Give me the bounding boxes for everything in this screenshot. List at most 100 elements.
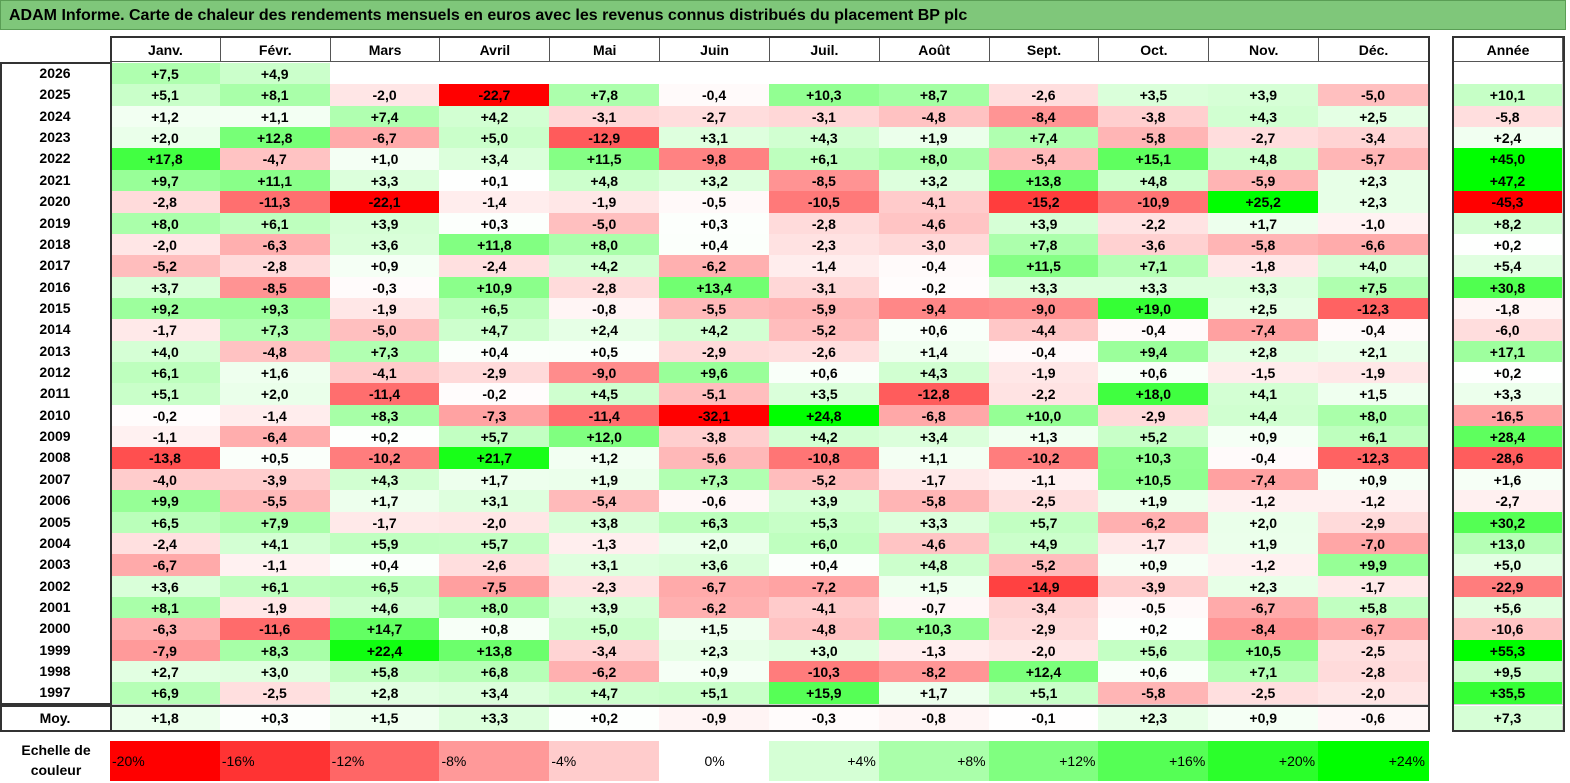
heatmap-cell: +0,9 xyxy=(659,661,770,684)
heatmap-cell: +7,5 xyxy=(110,63,221,86)
heatmap-cell: +4,1 xyxy=(1208,383,1320,406)
heatmap-cell: -1,1 xyxy=(219,554,331,577)
annual-cell: -16,5 xyxy=(1453,404,1563,428)
average-cell: +1,5 xyxy=(329,706,441,731)
annual-cell: -2,7 xyxy=(1453,490,1563,513)
heatmap-cell: +10,3 xyxy=(1098,447,1210,470)
heatmap-cell: -0,3 xyxy=(329,276,441,299)
heatmap-cell: -1,9 xyxy=(1318,362,1429,385)
heatmap-cell: -2,8 xyxy=(768,212,880,235)
heatmap-cell xyxy=(1208,63,1320,86)
heatmap-cell: +0,4 xyxy=(329,554,441,577)
heatmap-cell: +5,8 xyxy=(329,661,441,684)
heatmap-cell: -10,5 xyxy=(768,191,880,214)
heatmap-cell: -4,8 xyxy=(219,340,331,364)
heatmap-cell: -6,7 xyxy=(329,127,441,150)
heatmap-cell: -5,2 xyxy=(988,554,1100,577)
heatmap-cell: +1,5 xyxy=(1318,383,1429,406)
heatmap-cell: -0,5 xyxy=(1098,597,1210,620)
annual-cell: +1,6 xyxy=(1453,468,1563,492)
heatmap-cell: +0,6 xyxy=(1098,661,1210,684)
heatmap-cell: +6,3 xyxy=(659,511,770,534)
heatmap-cell: -5,8 xyxy=(1098,127,1210,150)
heatmap-cell: +17,8 xyxy=(110,148,221,171)
average-cell: +2,3 xyxy=(1098,706,1210,731)
heatmap-cell: +6,1 xyxy=(219,212,331,235)
heatmap-cell: +21,7 xyxy=(439,447,551,470)
annual-cell: -10,6 xyxy=(1453,618,1563,641)
heatmap-cell: +8,1 xyxy=(219,84,331,107)
heatmap-cell: +4,3 xyxy=(878,362,990,385)
heatmap-cell: +3,3 xyxy=(878,511,990,534)
heatmap-cell: -8,5 xyxy=(768,169,880,193)
annual-cell: -45,3 xyxy=(1453,191,1563,214)
heatmap-cell: +6,5 xyxy=(329,575,441,598)
heatmap-cell: +7,3 xyxy=(329,340,441,364)
month-header: Août xyxy=(878,36,990,62)
average-annual-cell: +7,3 xyxy=(1453,706,1563,731)
heatmap-cell: -10,8 xyxy=(768,447,880,470)
heatmap-cell: -2,2 xyxy=(988,383,1100,406)
heatmap-cell: +8,0 xyxy=(549,233,661,257)
heatmap-cell: +4,2 xyxy=(549,255,661,278)
month-header: Mars xyxy=(329,36,441,62)
month-header: Mai xyxy=(549,36,661,62)
heatmap-cell: +3,3 xyxy=(329,169,441,193)
heatmap-cell: -9,8 xyxy=(659,148,770,171)
heatmap-cell: -1,4 xyxy=(439,191,551,214)
color-scale-stop: +16% xyxy=(1098,741,1210,781)
annual-cell: +45,0 xyxy=(1453,148,1563,171)
heatmap-cell: -8,5 xyxy=(219,276,331,299)
year-label: 2014 xyxy=(0,319,110,341)
average-cell: -0,6 xyxy=(1318,706,1429,731)
heatmap-cell: -22,7 xyxy=(439,84,551,107)
heatmap-cell: -11,4 xyxy=(549,404,661,428)
heatmap-cell: +6,1 xyxy=(219,575,331,598)
heatmap-cell: +0,3 xyxy=(439,212,551,235)
heatmap-cell: -1,7 xyxy=(878,468,990,492)
heatmap-cell: +4,8 xyxy=(1098,169,1210,193)
annual-cell: +5,0 xyxy=(1453,554,1563,577)
year-label: 2021 xyxy=(0,169,110,192)
average-cell: +0,9 xyxy=(1208,706,1320,731)
heatmap-cell: -7,0 xyxy=(1318,532,1429,556)
annual-cell: +0,2 xyxy=(1453,233,1563,257)
heatmap-cell: -5,2 xyxy=(768,468,880,492)
year-label: 1999 xyxy=(0,639,110,662)
heatmap-cell: +4,3 xyxy=(1208,105,1320,129)
heatmap-cell: +8,0 xyxy=(439,597,551,620)
heatmap-cell: +0,4 xyxy=(439,340,551,364)
average-cell: -0,1 xyxy=(988,706,1100,731)
heatmap-cell: +3,9 xyxy=(988,212,1100,235)
heatmap-cell: -3,1 xyxy=(768,105,880,129)
heatmap-cell: +1,5 xyxy=(659,618,770,641)
heatmap-cell: +2,8 xyxy=(1208,340,1320,364)
heatmap-cell: +8,0 xyxy=(878,148,990,171)
heatmap-cell: +2,0 xyxy=(110,127,221,150)
heatmap-cell: -3,1 xyxy=(549,105,661,129)
heatmap-cell: -11,4 xyxy=(329,383,441,406)
heatmap-cell: -10,9 xyxy=(1098,191,1210,214)
heatmap-cell: -1,2 xyxy=(1208,490,1320,513)
heatmap-cell: +9,9 xyxy=(1318,554,1429,577)
year-label: 2020 xyxy=(0,191,110,213)
heatmap-cell: +0,1 xyxy=(439,169,551,193)
heatmap-cell: +11,8 xyxy=(439,233,551,257)
heatmap-cell: +3,6 xyxy=(659,554,770,577)
color-scale-stop: +4% xyxy=(768,741,880,781)
annual-cell: +30,8 xyxy=(1453,276,1563,299)
heatmap-cell: -3,6 xyxy=(1098,233,1210,257)
heatmap-cell: -1,7 xyxy=(110,319,221,342)
heatmap-cell: +6,9 xyxy=(110,682,221,705)
month-header: Janv. xyxy=(110,36,221,62)
color-scale-stop: 0% xyxy=(659,741,770,781)
heatmap-cell: -2,6 xyxy=(439,554,551,577)
heatmap-cell: -3,8 xyxy=(1098,105,1210,129)
annual-cell: +13,0 xyxy=(1453,532,1563,556)
heatmap-cell: -1,7 xyxy=(1318,575,1429,598)
heatmap-cell: +3,1 xyxy=(549,554,661,577)
heatmap-cell: +7,1 xyxy=(1208,661,1320,684)
heatmap-cell: +6,1 xyxy=(768,148,880,171)
heatmap-cell: +3,1 xyxy=(659,127,770,150)
heatmap-cell: +1,6 xyxy=(219,362,331,385)
